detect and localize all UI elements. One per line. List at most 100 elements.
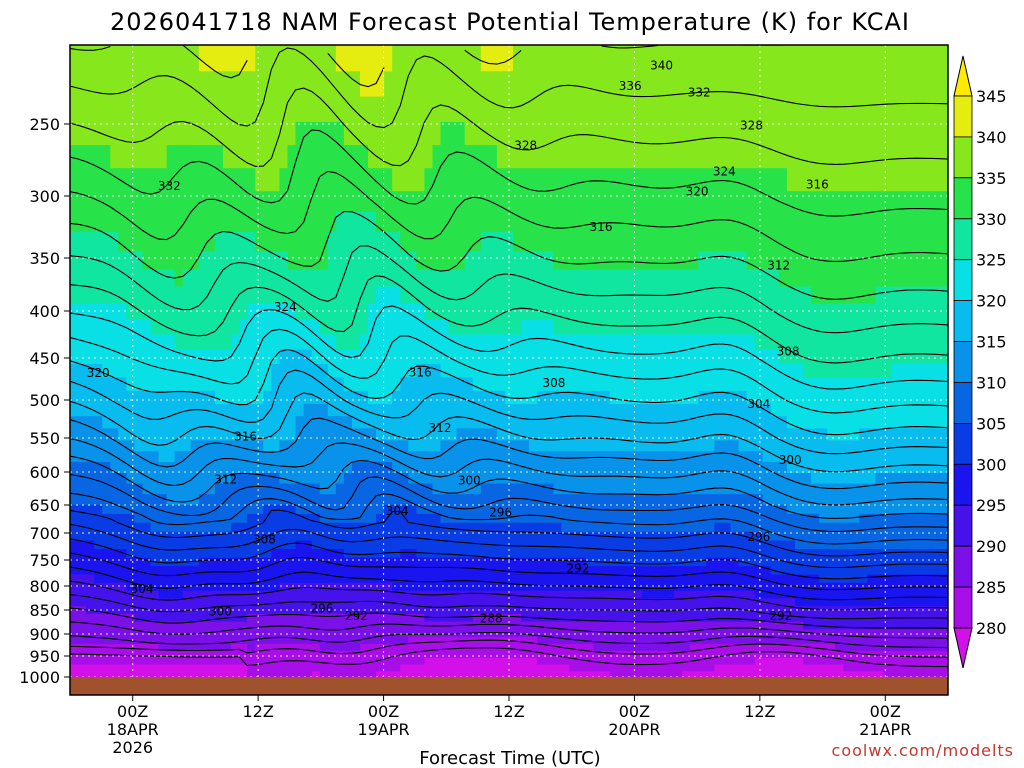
theta-band-cell: [488, 318, 498, 335]
theta-band-cell: [819, 581, 829, 591]
theta-band-cell: [456, 376, 466, 391]
theta-band-cell: [819, 318, 829, 335]
theta-band-cell: [666, 565, 676, 575]
theta-band-cell: [730, 482, 740, 495]
theta-band-cell: [762, 482, 772, 495]
theta-band-cell: [617, 45, 627, 72]
theta-band-cell: [376, 70, 386, 97]
theta-band-cell: [142, 521, 152, 532]
theta-band-cell: [786, 503, 796, 514]
theta-band-cell: [206, 589, 216, 599]
theta-band-cell: [464, 589, 474, 599]
theta-band-cell: [319, 167, 329, 192]
theta-band-cell: [126, 521, 136, 532]
theta-band-cell: [617, 389, 627, 404]
theta-band-cell: [343, 70, 353, 97]
theta-band-cell: [682, 612, 692, 622]
theta-band-cell: [247, 250, 257, 270]
theta-band-cell: [561, 589, 571, 599]
theta-band-cell: [376, 348, 386, 364]
theta-band-cell: [247, 472, 257, 484]
theta-band-cell: [239, 450, 249, 463]
theta-band-cell: [295, 376, 305, 391]
theta-band-cell: [247, 403, 257, 417]
theta-band-cell: [287, 415, 297, 429]
theta-band-cell: [400, 376, 410, 391]
theta-band-cell: [78, 450, 88, 463]
theta-band-cell: [456, 95, 466, 122]
theta-band-cell: [271, 521, 281, 532]
theta-band-cell: [827, 597, 837, 607]
theta-band-cell: [561, 348, 571, 364]
theta-band-cell: [158, 620, 168, 630]
theta-band-cell: [803, 472, 813, 484]
theta-band-cell: [730, 144, 740, 169]
theta-band-cell: [190, 635, 200, 644]
theta-band-cell: [835, 573, 845, 583]
theta-band-cell: [505, 635, 515, 644]
theta-band-cell: [271, 663, 281, 672]
theta-band-cell: [424, 512, 434, 523]
theta-band-cell: [239, 302, 249, 320]
theta-band-cell: [513, 95, 523, 122]
theta-band-cell: [795, 144, 805, 169]
theta-band-cell: [666, 656, 676, 665]
theta-band-cell: [368, 589, 378, 599]
theta-band-cell: [142, 376, 152, 391]
theta-band-cell: [496, 605, 506, 614]
theta-band-cell: [295, 548, 305, 558]
theta-band-cell: [456, 530, 466, 541]
theta-band-cell: [464, 120, 474, 146]
theta-band-cell: [754, 642, 764, 651]
theta-band-cell: [722, 363, 732, 378]
theta-band-cell: [786, 250, 796, 270]
theta-band-cell: [851, 620, 861, 630]
theta-band-cell: [811, 439, 821, 452]
theta-band-cell: [633, 472, 643, 484]
theta-band-cell: [319, 389, 329, 404]
theta-band-cell: [577, 120, 587, 146]
theta-band-cell: [456, 363, 466, 378]
theta-band-cell: [496, 656, 506, 665]
theta-band-cell: [247, 482, 257, 495]
theta-band-cell: [440, 597, 450, 607]
theta-band-cell: [650, 210, 660, 232]
theta-band-cell: [730, 461, 740, 473]
theta-band-cell: [271, 167, 281, 192]
theta-band-cell: [633, 348, 643, 364]
theta-band-cell: [746, 649, 756, 658]
theta-band-cell: [706, 285, 716, 304]
theta-band-cell: [311, 210, 321, 232]
theta-band-cell: [827, 439, 837, 452]
theta-band-cell: [698, 427, 708, 441]
theta-band-cell: [722, 333, 732, 350]
theta-band-cell: [641, 415, 651, 429]
theta-band-cell: [529, 530, 539, 541]
theta-band-cell: [786, 450, 796, 463]
theta-band-cell: [319, 230, 329, 252]
theta-band-cell: [496, 670, 506, 678]
theta-band-cell: [327, 389, 337, 404]
theta-band-cell: [513, 663, 523, 672]
theta-band-cell: [505, 230, 515, 252]
theta-band-cell: [698, 649, 708, 658]
theta-band-cell: [690, 597, 700, 607]
theta-band-cell: [416, 556, 426, 567]
theta-band-cell: [94, 389, 104, 404]
theta-band-cell: [690, 318, 700, 335]
theta-band-cell: [295, 348, 305, 364]
theta-band-cell: [843, 670, 853, 678]
theta-band-cell: [666, 539, 676, 550]
theta-band-cell: [480, 512, 490, 523]
theta-band-cell: [223, 530, 233, 541]
theta-band-cell: [215, 530, 225, 541]
theta-band-cell: [432, 530, 442, 541]
theta-band-cell: [746, 210, 756, 232]
theta-band-cell: [513, 670, 523, 678]
theta-band-cell: [617, 70, 627, 97]
theta-band-cell: [174, 318, 184, 335]
theta-band-cell: [392, 120, 402, 146]
theta-band-cell: [223, 656, 233, 665]
theta-band-cell: [537, 649, 547, 658]
theta-band-cell: [166, 581, 176, 591]
